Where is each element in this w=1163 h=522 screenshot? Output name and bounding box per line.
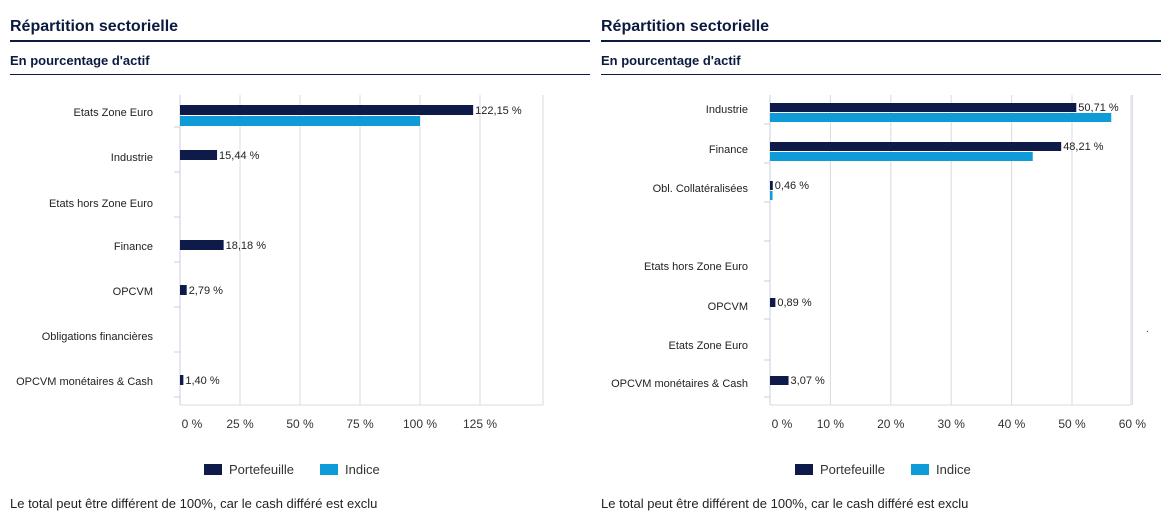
legend-item-portefeuille: Portefeuille [204, 462, 294, 477]
category-label-obligations-financieres: Obligations financières [42, 331, 154, 343]
data-label: 0,89 % [777, 297, 811, 309]
legend-item-portefeuille: Portefeuille [795, 462, 885, 477]
category-label-opcvm-monetaires-cash: OPCVM monétaires & Cash [16, 376, 153, 388]
x-tick-label: 50 % [1058, 417, 1086, 431]
data-label: 18,18 % [226, 240, 267, 252]
bar-portefeuille-finance [770, 142, 1062, 151]
chart-title: Répartition sectorielle [10, 18, 179, 35]
x-tick-label: 0 % [182, 417, 203, 431]
bar-indice-finance [770, 152, 1033, 161]
legend-swatch-indice [911, 464, 930, 475]
x-tick-label: 0 % [772, 417, 793, 431]
bar-portefeuille-industrie [770, 103, 1077, 112]
bar-portefeuille-opcvm [770, 298, 776, 307]
category-label-obl-collateralisees: Obl. Collatéralisées [653, 183, 749, 195]
chart-legend: Portefeuille Indice [795, 462, 997, 477]
x-tick-label: 100 % [403, 417, 437, 431]
category-label-opcvm-monetaires-cash: OPCVM monétaires & Cash [611, 378, 748, 390]
category-label-etats-hors-zone-euro: Etats hors Zone Euro [49, 198, 153, 210]
category-label-industrie: Industrie [111, 152, 153, 164]
category-label-etats-hors-zone-euro: Etats hors Zone Euro [644, 261, 748, 273]
x-tick-label: 125 % [463, 417, 497, 431]
legend-item-indice: Indice [911, 462, 971, 477]
legend-swatch-indice [320, 464, 339, 475]
legend-label-portefeuille: Portefeuille [229, 462, 295, 477]
category-label-etats-zone-euro: Etats Zone Euro [74, 107, 154, 119]
x-tick-label: 60 % [1119, 417, 1147, 431]
sector-bar-chart-left: Etats Zone Euro 122,15 % Industrie 15,44 % E… [16, 95, 544, 431]
bar-portefeuille-finance [180, 240, 224, 250]
chart-subtitle: En pourcentage d'actif [601, 53, 741, 68]
bar-portefeuille-obl-collateralisees [770, 181, 773, 190]
legend-label-indice: Indice [345, 462, 380, 477]
bar-portefeuille-etats-zone-euro [180, 105, 474, 115]
x-tick-label: 10 % [817, 417, 845, 431]
category-label-opcvm: OPCVM [113, 286, 153, 298]
x-tick-label: 30 % [938, 417, 966, 431]
bar-portefeuille-industrie [180, 150, 218, 160]
data-label: 2,79 % [189, 285, 223, 297]
x-tick-label: 75 % [346, 417, 374, 431]
legend-label-indice: Indice [936, 462, 971, 477]
bar-portefeuille-opcvm-monetaires-cash [180, 375, 184, 385]
footnote: Le total peut être différent de 100%, ca… [601, 496, 969, 511]
bar-portefeuille-opcvm [180, 285, 187, 295]
category-label-industrie: Industrie [706, 104, 748, 116]
footnote: Le total peut être différent de 100%, ca… [10, 496, 378, 511]
x-tick-label: 20 % [877, 417, 905, 431]
bar-portefeuille-opcvm-monetaires-cash [770, 376, 789, 385]
title-divider [601, 40, 1161, 42]
data-label: 3,07 % [791, 375, 825, 387]
bar-indice-obl-collateralisees [770, 191, 773, 200]
legend-swatch-portefeuille [795, 464, 813, 475]
stray-mark: . [1146, 324, 1149, 335]
x-tick-label: 25 % [226, 417, 254, 431]
sector-bar-chart-right: Industrie 50,71 % Finance 48,21 % Obl. Colla… [611, 95, 1147, 431]
category-label-finance: Finance [114, 241, 153, 253]
chart-legend: Portefeuille Indice [204, 462, 406, 477]
data-label: 1,40 % [185, 375, 219, 387]
bar-indice-etats-zone-euro [180, 116, 420, 126]
chart-subtitle: En pourcentage d'actif [10, 53, 150, 68]
category-label-etats-zone-euro: Etats Zone Euro [669, 340, 749, 352]
data-label: 15,44 % [219, 150, 260, 162]
category-label-opcvm: OPCVM [708, 301, 748, 313]
data-label: 50,71 % [1078, 102, 1119, 114]
title-divider [10, 40, 590, 42]
subtitle-divider [601, 74, 1161, 75]
data-label: 0,46 % [775, 180, 809, 192]
legend-item-indice: Indice [320, 462, 380, 477]
data-label: 48,21 % [1063, 141, 1104, 153]
legend-swatch-portefeuille [204, 464, 222, 475]
bar-indice-industrie [770, 113, 1112, 122]
legend-label-portefeuille: Portefeuille [820, 462, 886, 477]
x-tick-label: 40 % [998, 417, 1026, 431]
data-label: 122,15 % [475, 105, 522, 117]
subtitle-divider [10, 74, 590, 75]
x-tick-label: 50 % [286, 417, 314, 431]
category-label-finance: Finance [709, 144, 748, 156]
chart-title: Répartition sectorielle [601, 18, 770, 35]
